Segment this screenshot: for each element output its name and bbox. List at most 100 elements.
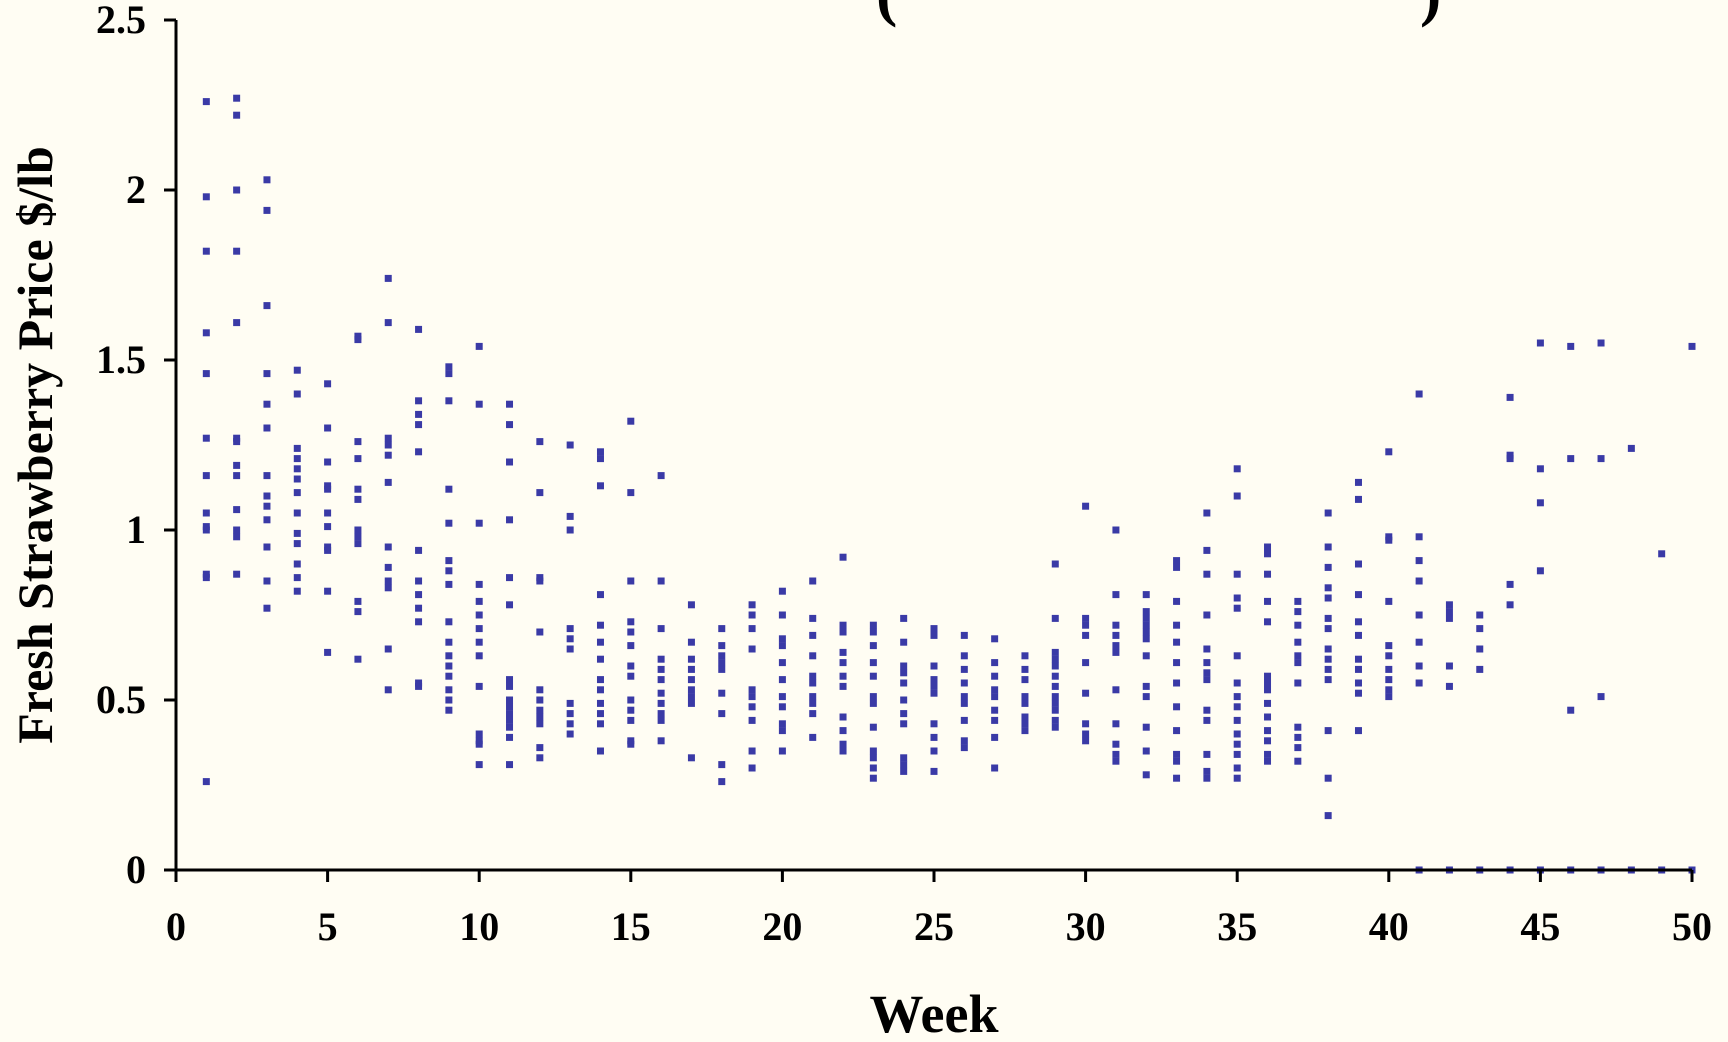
data-point — [1082, 720, 1090, 728]
data-point — [1112, 591, 1120, 599]
data-point — [233, 94, 241, 102]
data-point — [324, 523, 332, 531]
data-point — [960, 679, 968, 687]
data-point — [415, 577, 423, 585]
data-point — [263, 516, 271, 524]
data-point — [566, 625, 574, 633]
data-point — [1264, 679, 1272, 687]
x-tick-label: 20 — [762, 904, 802, 949]
data-point — [627, 706, 635, 714]
data-point — [869, 764, 877, 772]
data-point — [202, 329, 210, 337]
data-point — [233, 111, 241, 119]
data-point — [900, 638, 908, 646]
data-point — [1324, 614, 1332, 622]
data-point — [718, 710, 726, 718]
data-point — [1051, 662, 1059, 670]
x-tick-label: 25 — [914, 904, 954, 949]
data-point — [1051, 693, 1059, 701]
data-point — [869, 659, 877, 667]
data-point — [1476, 645, 1484, 653]
data-point — [202, 370, 210, 378]
data-point — [293, 390, 301, 398]
data-point — [1264, 737, 1272, 745]
data-point — [991, 672, 999, 680]
data-point — [1385, 686, 1393, 694]
data-point — [778, 720, 786, 728]
data-point — [475, 580, 483, 588]
data-point — [324, 458, 332, 466]
data-point — [900, 754, 908, 762]
y-tick-label: 0 — [126, 847, 146, 892]
data-point — [324, 485, 332, 493]
data-point — [1294, 744, 1302, 752]
data-point — [1264, 570, 1272, 578]
data-point — [991, 764, 999, 772]
data-point — [445, 363, 453, 371]
data-point — [475, 597, 483, 605]
data-point — [900, 679, 908, 687]
data-point — [930, 733, 938, 741]
data-point — [869, 699, 877, 707]
data-point — [1264, 750, 1272, 758]
data-point — [354, 608, 362, 616]
data-point — [627, 489, 635, 497]
data-point — [596, 482, 604, 490]
data-point — [1142, 693, 1150, 701]
data-point — [263, 424, 271, 432]
data-point — [202, 98, 210, 106]
data-point — [778, 635, 786, 643]
data-point — [1203, 750, 1211, 758]
data-point — [778, 693, 786, 701]
data-point — [1233, 693, 1241, 701]
data-point — [536, 438, 544, 446]
data-point — [1112, 621, 1120, 629]
data-point — [778, 747, 786, 755]
data-point — [1112, 750, 1120, 758]
y-tick-label: 1 — [126, 507, 146, 552]
data-point — [1051, 648, 1059, 656]
data-point — [657, 625, 665, 633]
x-tick-label: 50 — [1672, 904, 1712, 949]
data-point — [1294, 723, 1302, 731]
data-point — [1082, 614, 1090, 622]
data-point — [1203, 716, 1211, 724]
data-point — [1324, 812, 1332, 820]
x-tick-label: 35 — [1217, 904, 1257, 949]
data-point — [596, 591, 604, 599]
data-point — [657, 472, 665, 480]
data-point — [1203, 659, 1211, 667]
data-point — [960, 699, 968, 707]
data-point — [445, 485, 453, 493]
data-point — [293, 366, 301, 374]
data-point — [869, 693, 877, 701]
data-point — [1021, 713, 1029, 721]
data-point — [475, 611, 483, 619]
data-point — [869, 621, 877, 629]
data-point — [900, 761, 908, 769]
data-point — [233, 533, 241, 541]
data-point — [1264, 550, 1272, 558]
data-point — [1354, 631, 1362, 639]
data-point — [1324, 584, 1332, 592]
data-point — [1385, 642, 1393, 650]
data-point — [506, 682, 514, 690]
data-point — [1536, 465, 1544, 473]
data-point — [960, 744, 968, 752]
data-point — [596, 699, 604, 707]
data-point — [1082, 730, 1090, 738]
data-point — [1415, 679, 1423, 687]
data-point — [1142, 747, 1150, 755]
data-point — [415, 604, 423, 612]
data-point — [1233, 730, 1241, 738]
data-points — [202, 94, 1696, 874]
data-point — [324, 648, 332, 656]
data-point — [445, 638, 453, 646]
data-point — [960, 665, 968, 673]
data-point — [415, 546, 423, 554]
data-point — [809, 710, 817, 718]
data-point — [1354, 665, 1362, 673]
data-point — [627, 716, 635, 724]
data-point — [687, 655, 695, 663]
data-point — [687, 601, 695, 609]
